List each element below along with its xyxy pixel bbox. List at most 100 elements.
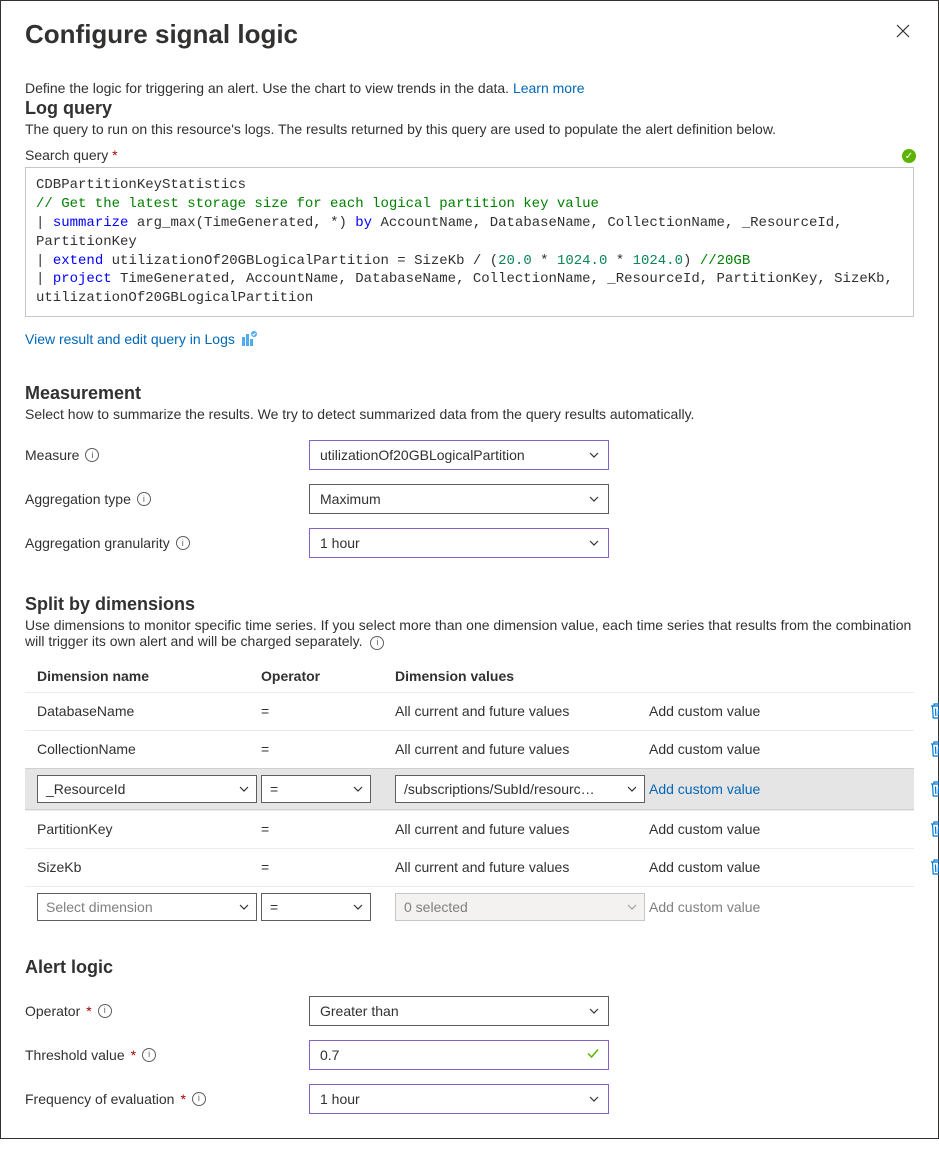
add-custom-value-link[interactable]: Add custom value (649, 781, 899, 797)
aggregation-granularity-label: Aggregation granularity i (25, 535, 309, 551)
search-query-label: Search query * (25, 147, 914, 163)
dimensions-header-row: Dimension name Operator Dimension values (25, 660, 914, 692)
info-icon[interactable]: i (142, 1048, 156, 1062)
measure-value: utilizationOf20GBLogicalPartition (320, 447, 525, 463)
dimension-name-value: _ResourceId (46, 781, 125, 797)
operator-value: Greater than (320, 1003, 399, 1019)
measure-row: Measure i utilizationOf20GBLogicalPartit… (25, 440, 914, 470)
operator-select[interactable]: Greater than (309, 996, 609, 1026)
alert-logic-heading: Alert logic (25, 957, 914, 978)
chevron-down-icon (588, 1093, 600, 1105)
required-asterisk: * (180, 1091, 185, 1107)
add-custom-value-link[interactable]: Add custom value (649, 821, 899, 837)
trash-icon[interactable] (929, 780, 939, 798)
dimension-row: CollectionName=All current and future va… (25, 730, 914, 768)
measure-select[interactable]: utilizationOf20GBLogicalPartition (309, 440, 609, 470)
dimension-name-placeholder: Select dimension (46, 899, 153, 915)
q-l4-s1: * (532, 253, 557, 269)
dimension-values-placeholder: 0 selected (404, 899, 468, 915)
info-icon[interactable]: i (192, 1092, 206, 1106)
trash-icon[interactable] (929, 740, 939, 758)
required-asterisk: * (86, 1003, 91, 1019)
query-container: ✓ CDBPartitionKeyStatistics // Get the l… (25, 167, 914, 317)
chevron-down-icon (588, 537, 600, 549)
chevron-down-icon (588, 1005, 600, 1017)
log-query-heading: Log query (25, 98, 914, 119)
aggregation-type-select[interactable]: Maximum (309, 484, 609, 514)
q-l4-n3: 1024.0 (633, 253, 683, 269)
chevron-down-icon (626, 783, 638, 795)
chevron-down-icon (238, 783, 250, 795)
close-icon[interactable] (892, 19, 914, 45)
agg-type-label-text: Aggregation type (25, 491, 131, 507)
q-line2: // Get the latest storage size for each … (36, 196, 599, 212)
agg-gran-label-text: Aggregation granularity (25, 535, 170, 551)
dimension-name-select[interactable]: _ResourceId (37, 775, 257, 803)
q-l4-pipe: | (36, 253, 53, 269)
aggregation-granularity-select[interactable]: 1 hour (309, 528, 609, 558)
threshold-label-text: Threshold value (25, 1047, 125, 1063)
measurement-desc: Select how to summarize the results. We … (25, 406, 914, 422)
measure-label-text: Measure (25, 447, 79, 463)
add-custom-value-link[interactable]: Add custom value (649, 703, 899, 719)
frequency-select[interactable]: 1 hour (309, 1084, 609, 1114)
dimensions-desc: Use dimensions to monitor specific time … (25, 617, 914, 649)
frequency-label-text: Frequency of evaluation (25, 1091, 174, 1107)
info-icon[interactable]: i (370, 636, 384, 650)
view-in-logs-text: View result and edit query in Logs (25, 331, 235, 347)
logs-icon (241, 331, 257, 347)
q-l5-proj: project (53, 271, 112, 287)
q-l4-n2: 1024.0 (557, 253, 607, 269)
query-editor[interactable]: CDBPartitionKeyStatistics // Get the lat… (25, 167, 914, 317)
info-icon[interactable]: i (85, 448, 99, 462)
trash-icon[interactable] (929, 702, 939, 720)
dimension-operator-value: = (270, 899, 278, 915)
intro-text: Define the logic for triggering an alert… (25, 80, 914, 96)
trash-icon[interactable] (929, 858, 939, 876)
threshold-row: Threshold value * i 0.7 (25, 1040, 914, 1070)
dimension-operator: = (261, 821, 391, 837)
info-icon[interactable]: i (98, 1004, 112, 1018)
frequency-label: Frequency of evaluation * i (25, 1091, 309, 1107)
col-name: Dimension name (37, 668, 257, 684)
q-l5-rest: TimeGenerated, AccountName, DatabaseName… (36, 271, 901, 306)
operator-label: Operator * i (25, 1003, 309, 1019)
operator-label-text: Operator (25, 1003, 80, 1019)
aggregation-type-row: Aggregation type i Maximum (25, 484, 914, 514)
info-icon[interactable]: i (176, 536, 190, 550)
chevron-down-icon (352, 783, 364, 795)
info-icon[interactable]: i (137, 492, 151, 506)
dimension-operator-select[interactable]: = (261, 893, 371, 921)
q-l3-mid: arg_max(TimeGenerated, *) (128, 215, 355, 231)
dimension-values-disabled: 0 selected (395, 893, 645, 921)
frequency-value: 1 hour (320, 1091, 360, 1107)
dimension-operator: = (261, 859, 391, 875)
dimension-row: PartitionKey=All current and future valu… (25, 810, 914, 848)
q-l3-sum: summarize (53, 215, 129, 231)
checkmark-valid-icon: ✓ (902, 149, 916, 163)
dimension-values: All current and future values (395, 703, 645, 719)
threshold-input[interactable]: 0.7 (309, 1040, 609, 1070)
dimension-operator-select[interactable]: = (261, 775, 371, 803)
learn-more-link[interactable]: Learn more (513, 80, 585, 96)
col-operator: Operator (261, 668, 391, 684)
dimension-name-select[interactable]: Select dimension (37, 893, 257, 921)
threshold-label: Threshold value * i (25, 1047, 309, 1063)
dimension-values-select[interactable]: /subscriptions/SubId/resourc… (395, 775, 645, 803)
log-query-desc: The query to run on this resource's logs… (25, 121, 914, 137)
q-l4-s2: * (607, 253, 632, 269)
search-query-label-text: Search query (25, 147, 108, 163)
trash-icon[interactable] (929, 820, 939, 838)
col-values: Dimension values (395, 668, 645, 684)
aggregation-type-label: Aggregation type i (25, 491, 309, 507)
view-in-logs-link[interactable]: View result and edit query in Logs (25, 331, 257, 347)
q-l4-n1: 20.0 (498, 253, 532, 269)
add-custom-value-link[interactable]: Add custom value (649, 741, 899, 757)
q-l4-close: ) (683, 253, 700, 269)
measurement-section: Measurement Select how to summarize the … (25, 383, 914, 558)
q-l3-pipe: | (36, 215, 53, 231)
dimensions-desc-text: Use dimensions to monitor specific time … (25, 617, 911, 649)
add-custom-value-link[interactable]: Add custom value (649, 859, 899, 875)
required-asterisk: * (112, 147, 117, 163)
required-asterisk: * (131, 1047, 136, 1063)
